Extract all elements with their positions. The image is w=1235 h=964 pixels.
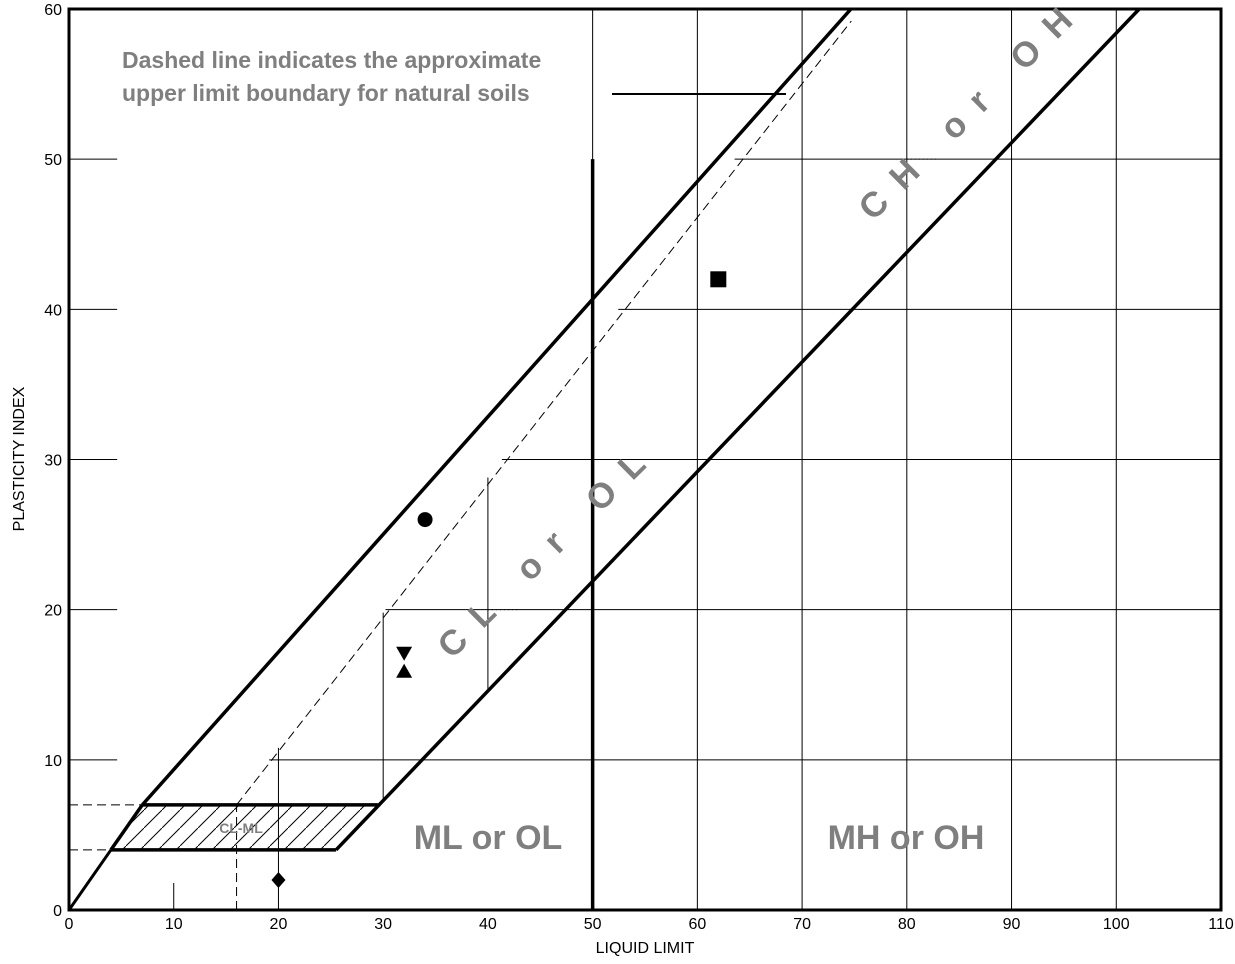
tick-labels: 0 10 20 30 40 50 60 70 80 90 100 110 0 10 20 30 40 50 60 [44, 2, 1234, 933]
data-point-diamond [271, 871, 286, 888]
y-axis-title: PLASTICITY INDEX [11, 386, 28, 531]
y-tick-label: 50 [44, 152, 62, 169]
x-tick-label: 90 [1003, 916, 1021, 933]
x-tick-label: 30 [374, 916, 392, 933]
x-tick-label: 70 [793, 916, 811, 933]
y-tick-label: 40 [44, 302, 62, 319]
y-tick-label: 10 [44, 753, 62, 770]
cl-ml-left-edge [109, 803, 144, 851]
x-tick-label: 40 [479, 916, 497, 933]
x-tick-label: 80 [898, 916, 916, 933]
note-line-2: upper limit boundary for natural soils [122, 80, 530, 106]
x-tick-label: 60 [688, 916, 706, 933]
note-line-1: Dashed line indicates the approximate [122, 47, 541, 73]
y-tick-label: 60 [44, 2, 62, 19]
x-tick-label: 50 [584, 916, 602, 933]
y-tick-label: 0 [53, 903, 62, 920]
x-tick-label: 10 [165, 916, 183, 933]
u-line [141, 9, 853, 807]
data-point-triangle-up [396, 663, 413, 678]
data-point-square [710, 271, 727, 288]
zone-label-cl-ol: CL or OL [430, 432, 666, 666]
x-tick-label: 100 [1103, 916, 1130, 933]
y-tick-label: 30 [44, 453, 62, 470]
reference-lines [69, 9, 1141, 910]
data-point-triangle-down [396, 646, 413, 661]
x-tick-label: 110 [1208, 916, 1234, 933]
x-tick-label: 20 [270, 916, 288, 933]
zone-label-cl-ml: CL-ML [219, 820, 263, 836]
y-tick-label: 20 [44, 603, 62, 620]
a-line [334, 9, 1141, 852]
x-tick-label: 0 [65, 916, 74, 933]
zone-label-mh-oh: MH or OH [828, 819, 985, 857]
plot-frame [67, 7, 1223, 912]
zone-label-ml-ol: ML or OL [414, 819, 563, 857]
data-points [271, 271, 727, 888]
data-point-circle [417, 512, 433, 528]
zone-label-ch-oh: CH or OH [851, 0, 1093, 228]
boundary-line-origin [69, 849, 113, 910]
x-axis-title: LIQUID LIMIT [596, 940, 695, 957]
dashed-natural-soils-line [236, 20, 852, 806]
cl-ml-hatch [110, 804, 378, 850]
